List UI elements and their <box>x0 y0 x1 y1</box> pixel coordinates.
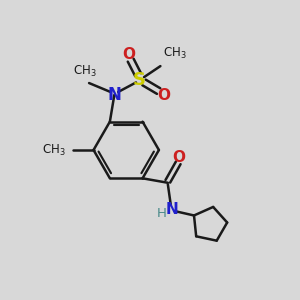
Text: O: O <box>123 47 136 62</box>
Text: CH$_3$: CH$_3$ <box>164 46 187 61</box>
Text: CH$_3$: CH$_3$ <box>42 142 66 158</box>
Text: O: O <box>172 150 185 165</box>
Text: H: H <box>156 207 166 220</box>
Text: S: S <box>133 71 146 89</box>
Text: O: O <box>157 88 170 103</box>
Text: N: N <box>107 86 121 104</box>
Text: CH$_3$: CH$_3$ <box>74 64 97 79</box>
Text: N: N <box>166 202 179 217</box>
